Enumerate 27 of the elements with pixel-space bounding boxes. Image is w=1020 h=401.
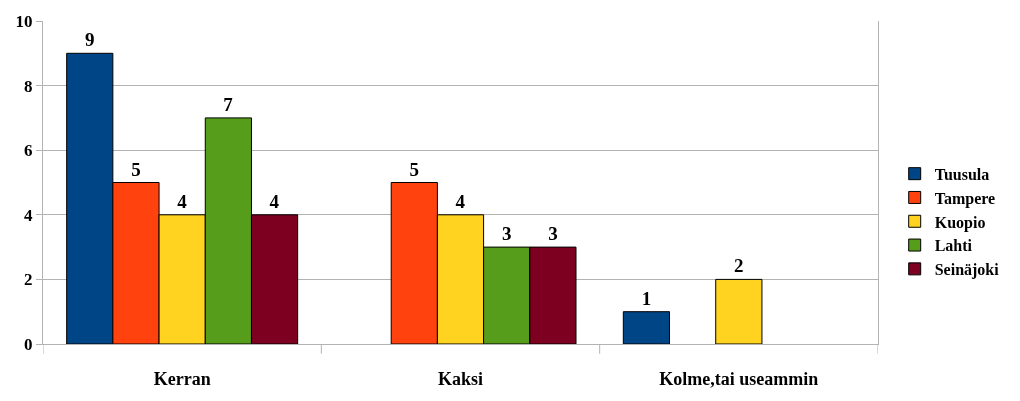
x-tick-label: Kaksi	[437, 368, 484, 389]
x-tick-label: Kerran	[153, 368, 211, 389]
legend-label: Seinäjoki	[934, 261, 1000, 280]
y-tick-label: 2	[24, 270, 33, 290]
data-label: 2	[734, 255, 744, 277]
legend-label: Kuopio	[934, 213, 986, 232]
data-label: 4	[455, 190, 466, 212]
data-label: 5	[131, 158, 141, 180]
data-label: 3	[548, 223, 558, 245]
legend-label: Tampere	[934, 189, 996, 208]
data-label: 7	[223, 93, 234, 115]
x-tick-label: Kolme,tai useammin	[659, 368, 819, 389]
bar	[622, 311, 671, 344]
data-label: 1	[641, 287, 652, 309]
y-tick-label: 10	[15, 11, 33, 31]
y-tick-label: 6	[24, 141, 33, 161]
data-label: 4	[269, 190, 280, 212]
y-tick-label: 8	[24, 76, 33, 96]
data-label: 4	[177, 190, 188, 212]
data-label: 9	[85, 29, 95, 51]
legend-label: Lahti	[934, 237, 973, 255]
y-tick-label: 4	[24, 205, 34, 225]
bar	[715, 278, 763, 344]
legend-label: Tuusula	[934, 165, 990, 183]
y-tick-label: 0	[24, 334, 33, 354]
data-label: 3	[501, 223, 512, 245]
data-label: 5	[409, 158, 420, 180]
